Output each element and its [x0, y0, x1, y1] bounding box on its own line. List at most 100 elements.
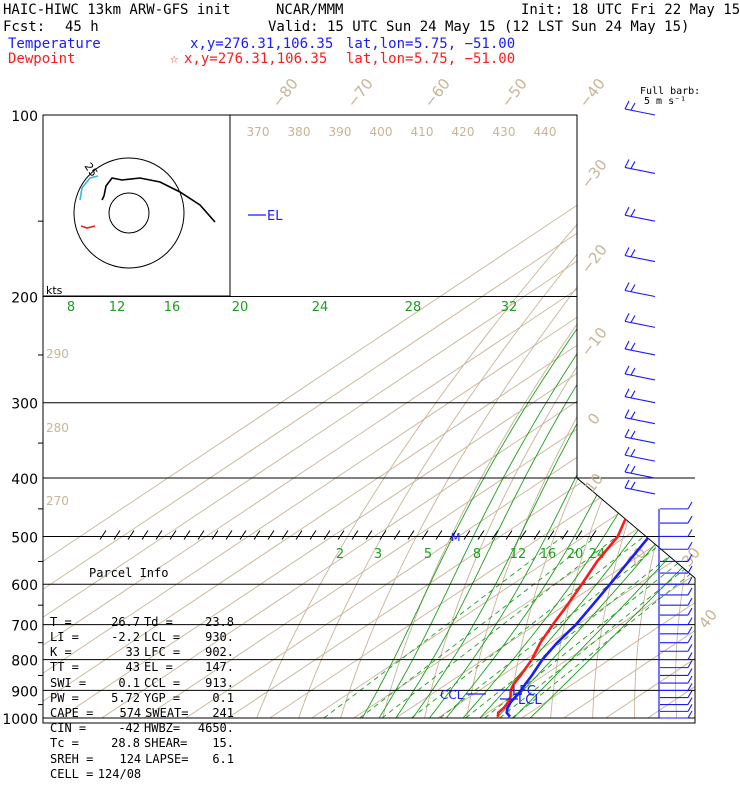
hodograph-frame: [43, 115, 230, 296]
theta-label: 370: [247, 125, 270, 139]
wind-barb: [660, 577, 692, 584]
wind-barb-flag: [625, 389, 629, 397]
parcel-value: 43: [90, 660, 140, 675]
parcel-value: 574: [92, 706, 141, 721]
wind-barb-flag: [631, 431, 635, 438]
wind-barb: [660, 618, 692, 625]
wind-barb-flag: [688, 711, 692, 718]
pressure-tick-label: 900: [11, 684, 38, 700]
hatch-mark: [268, 530, 274, 539]
hodograph-kts-label: kts: [46, 284, 63, 297]
parcel-key: CCL =: [140, 676, 196, 691]
mixing-ratio-label: 2: [336, 547, 344, 562]
pressure-tick-label: 300: [11, 397, 38, 413]
wind-barb-flag: [688, 516, 692, 523]
pressure-tick-label: 500: [11, 530, 38, 546]
wind-barb-flag: [625, 313, 629, 321]
parcel-key: SWI =: [50, 676, 90, 691]
parcel-info-title: Parcel Info: [44, 566, 234, 584]
mixing-ratio-label: 20: [567, 547, 584, 562]
parcel-value: 913.: [196, 676, 234, 691]
theta-label: 390: [329, 125, 352, 139]
isotherm-line: [228, 115, 740, 718]
parcel-value: 26.7: [90, 615, 140, 630]
wind-barb-flag: [625, 159, 629, 167]
wind-barb: [660, 636, 692, 643]
parcel-key: T =: [50, 615, 90, 630]
isotherm-label: −80: [268, 75, 302, 111]
wind-barb: [625, 313, 655, 327]
wind-barb-flag: [631, 391, 635, 398]
wind-barb-staff: [625, 349, 655, 355]
parcel-value: 5.72: [90, 691, 140, 706]
wind-barb-staff: [625, 109, 655, 115]
wind-barb-flag: [625, 248, 629, 256]
dry-adiabat-line: [715, 115, 740, 718]
wind-barb-staff: [625, 374, 655, 380]
isotherm-label: −40: [575, 75, 609, 111]
isotherm-label: 40: [695, 606, 721, 632]
parcel-key: LCL =: [140, 630, 196, 645]
parcel-key: LI =: [50, 630, 90, 645]
moist-adiabat-line: [379, 297, 616, 719]
wind-barb-flag: [688, 502, 692, 509]
theta-left-label: 290: [46, 347, 69, 361]
isotherm-label: −10: [577, 324, 611, 360]
hatch-mark: [352, 530, 358, 539]
pressure-tick-label: 700: [11, 619, 38, 635]
wind-barb-staff: [625, 437, 655, 443]
parcel-key: Tc =: [50, 736, 90, 751]
ccl-label: CCL: [440, 688, 464, 702]
wind-barb: [660, 588, 692, 595]
hatch-mark: [394, 530, 400, 539]
isotherm-line: [648, 115, 740, 718]
parcel-key: K =: [50, 645, 90, 660]
wind-barb-flag: [631, 466, 635, 473]
wind-barb-flag: [625, 480, 629, 488]
wind-barb-flag: [688, 644, 692, 651]
wind-barb: [660, 627, 692, 634]
moist-adiabat-label: 8: [67, 300, 75, 315]
mixing-ratio-label: 12: [510, 547, 527, 562]
parcel-key: YGP =: [140, 691, 196, 706]
wind-barb-staff: [625, 321, 655, 327]
isotherm-label: −60: [420, 75, 454, 111]
moist-adiabat-label: 28: [405, 300, 422, 315]
wind-barb: [625, 429, 655, 443]
wind-barb-flag: [688, 691, 692, 698]
theta-left-label: 270: [46, 494, 69, 508]
pressure-tick-label: 100: [11, 109, 38, 125]
wind-barb-flag: [631, 209, 635, 216]
parcel-key: TT =: [50, 660, 90, 675]
moist-adiabat-label: 32: [501, 300, 518, 315]
wind-barb: [660, 598, 692, 605]
theta-label: 400: [370, 125, 393, 139]
wind-barb-flag: [688, 636, 692, 643]
wind-barb: [625, 159, 655, 173]
moist-adiabat-label: 12: [109, 300, 126, 315]
parcel-value: 241: [196, 706, 234, 721]
isotherm-label: 0: [584, 410, 604, 429]
mixing-ratio-label: 5: [424, 547, 432, 562]
parcel-value: 33: [90, 645, 140, 660]
moist-adiabat-line: [480, 297, 740, 719]
parcel-value: 0.1: [90, 676, 140, 691]
wind-barb-staff: [625, 256, 655, 262]
parcel-value: 15.: [196, 736, 234, 751]
wind-barb: [660, 529, 692, 536]
wind-barb: [625, 480, 655, 494]
m-label: M: [451, 531, 461, 544]
wind-barb-flag: [625, 341, 629, 349]
moist-adiabat-label: 16: [164, 300, 181, 315]
parcel-key: CAPE =: [50, 706, 92, 721]
parcel-key: HWBZ=: [140, 721, 196, 736]
moist-adiabat-line: [530, 297, 740, 719]
dry-adiabat-line: [467, 115, 740, 718]
mixing-ratio-label: 16: [540, 547, 557, 562]
wind-barb-flag: [688, 704, 692, 711]
wind-barb-flag: [688, 608, 692, 615]
